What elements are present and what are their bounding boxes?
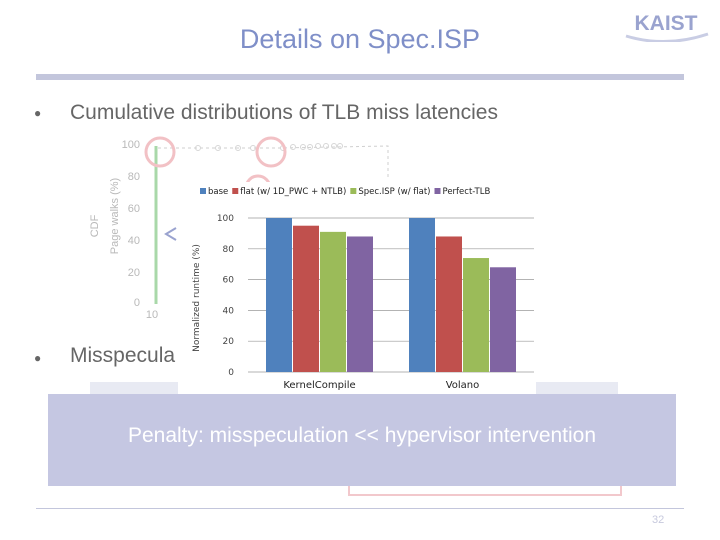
y-tick-label: 40 bbox=[223, 306, 235, 316]
y-tick-label: 20 bbox=[223, 337, 235, 347]
bar-kernelcompile-1 bbox=[293, 225, 319, 372]
x-tick-label: Volano bbox=[446, 380, 480, 391]
legend-swatch bbox=[350, 188, 357, 194]
x-tick-label: KernelCompile bbox=[283, 380, 355, 391]
y-tick-label: 100 bbox=[217, 214, 234, 224]
title-divider bbox=[36, 74, 684, 80]
legend-entry: base bbox=[208, 187, 228, 197]
legend-entry: Spec.ISP (w/ flat) bbox=[358, 187, 430, 197]
cdf-axis-label: CDF bbox=[89, 214, 101, 237]
legend-swatch bbox=[200, 188, 206, 194]
bar-volano-1 bbox=[436, 236, 462, 372]
bg-ytick: 40 bbox=[128, 235, 140, 247]
ghost-shape bbox=[536, 382, 618, 396]
cdf-markers bbox=[195, 143, 343, 151]
bar-volano-0 bbox=[409, 218, 435, 372]
x-tick-labels: KernelCompile Volano bbox=[283, 380, 479, 391]
arrow-icon bbox=[164, 227, 177, 241]
penalty-callout: Penalty: misspeculation << hypervisor in… bbox=[48, 394, 676, 486]
kaist-logo: KAIST bbox=[625, 12, 709, 42]
background-cdf-chart: CDF Page walks (%) 100 80 60 40 20 0 10 bbox=[89, 136, 389, 321]
highlight-circle bbox=[144, 136, 176, 168]
slide-title: Details on Spec.ISP bbox=[239, 24, 481, 54]
y-tick-label: 80 bbox=[223, 245, 235, 255]
bg-ytick: 20 bbox=[128, 267, 140, 279]
ghost-shape bbox=[90, 382, 178, 396]
bullet-misspeculation: Misspecula bbox=[70, 344, 176, 367]
legend-entry: flat (w/ 1D_PWC + NTLB) bbox=[240, 187, 346, 197]
logo-text: KAIST bbox=[635, 12, 698, 35]
bars bbox=[266, 218, 516, 372]
bg-ytick: 60 bbox=[128, 203, 140, 215]
bullet-cdf: Cumulative distributions of TLB miss lat… bbox=[70, 101, 498, 124]
page-walks-axis-label: Page walks (%) bbox=[109, 178, 121, 254]
bg-ytick: 0 bbox=[134, 297, 140, 309]
y-tick-label: 60 bbox=[223, 276, 235, 286]
y-tick-labels: 0 20 40 60 80 100 bbox=[217, 214, 234, 378]
cdf-grey-line bbox=[158, 145, 389, 180]
bullet-dot: ● bbox=[34, 351, 42, 365]
bg-ytick: 80 bbox=[128, 171, 140, 183]
bg-ytick: 100 bbox=[122, 139, 140, 151]
bar-volano-2 bbox=[463, 258, 489, 372]
penalty-text: Penalty: misspeculation << hypervisor in… bbox=[127, 424, 597, 447]
bg-xtick: 10 bbox=[146, 309, 158, 321]
y-axis-label: Normalized runtime (%) bbox=[192, 244, 202, 352]
legend-swatch bbox=[232, 188, 239, 194]
legend-entry: Perfect-TLB bbox=[443, 187, 491, 197]
bar-kernelcompile-0 bbox=[266, 218, 292, 372]
bullet-dot: ● bbox=[34, 106, 42, 120]
bar-volano-3 bbox=[490, 267, 516, 372]
highlight-circle bbox=[255, 136, 287, 168]
chart-legend: base flat (w/ 1D_PWC + NTLB) Spec.ISP (w/ … bbox=[200, 187, 490, 197]
bar-kernelcompile-3 bbox=[347, 236, 373, 372]
footer-divider bbox=[36, 508, 684, 509]
runtime-bar-chart: base flat (w/ 1D_PWC + NTLB) Spec.ISP (w/ … bbox=[178, 182, 536, 396]
bar-kernelcompile-2 bbox=[320, 231, 346, 372]
legend-swatch bbox=[434, 188, 441, 194]
y-tick-label: 0 bbox=[228, 368, 234, 378]
page-number: 32 bbox=[652, 514, 665, 526]
